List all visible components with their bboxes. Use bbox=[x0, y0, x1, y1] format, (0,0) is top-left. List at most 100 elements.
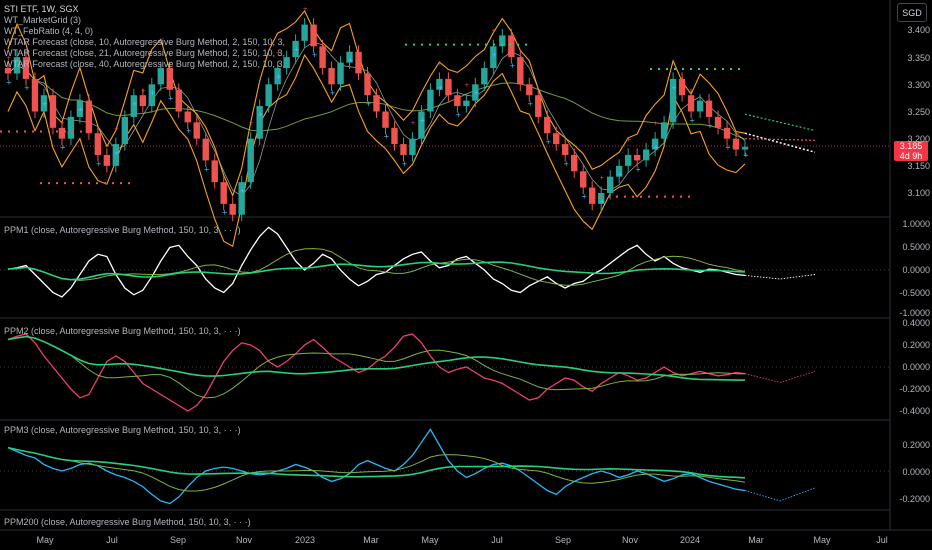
ppm2-axis-label: -0.4000 bbox=[899, 406, 930, 416]
ppm2-axis-label: 0.4000 bbox=[902, 318, 930, 328]
candle-body bbox=[633, 154, 641, 161]
candle-body bbox=[669, 78, 677, 123]
ppm1-label[interactable]: PPM1 (close, Autoregressive Burg Method,… bbox=[4, 225, 241, 235]
candle-body bbox=[319, 46, 326, 69]
candle-body bbox=[615, 165, 623, 177]
price-axis-label: 3.250 bbox=[907, 107, 930, 117]
grid-marker: + bbox=[419, 116, 425, 124]
level-dot bbox=[632, 195, 634, 198]
level-dot bbox=[730, 68, 732, 71]
time-axis-label: May bbox=[36, 535, 54, 545]
candle-body bbox=[31, 78, 39, 112]
candle-body bbox=[597, 193, 605, 204]
candle-body bbox=[454, 95, 461, 107]
candle-body bbox=[606, 176, 614, 193]
level-dot bbox=[698, 68, 700, 71]
ppm200-label[interactable]: PPM200 (close, Autoregressive Burg Metho… bbox=[4, 517, 251, 527]
ppm2-signal-line bbox=[7, 336, 746, 399]
level-dot bbox=[501, 43, 503, 46]
level-dot bbox=[40, 182, 42, 185]
candle-body bbox=[22, 57, 30, 79]
candle-body bbox=[490, 46, 497, 69]
level-dot bbox=[96, 182, 98, 185]
grid-marker: + bbox=[78, 106, 84, 114]
level-dot bbox=[120, 182, 122, 185]
time-axis-label: 2023 bbox=[294, 535, 316, 545]
candle-body bbox=[373, 95, 380, 112]
grid-marker: + bbox=[204, 165, 210, 173]
ppm1-forecast bbox=[744, 274, 816, 280]
grid-marker: + bbox=[437, 60, 442, 67]
bar-countdown: 4d 9h bbox=[899, 151, 923, 161]
grid-marker: + bbox=[509, 62, 515, 70]
level-dot bbox=[600, 195, 602, 198]
grid-marker: + bbox=[303, 6, 308, 13]
level-dot bbox=[421, 43, 423, 46]
currency-button[interactable]: SGD bbox=[897, 3, 927, 22]
grid-marker: + bbox=[617, 171, 623, 179]
grid-marker: + bbox=[168, 95, 174, 103]
grid-marker: + bbox=[87, 115, 92, 122]
grid-marker: + bbox=[195, 120, 200, 127]
candle-body bbox=[76, 100, 84, 117]
level-dot bbox=[24, 130, 26, 133]
level-dot bbox=[72, 182, 74, 185]
candle-body bbox=[472, 84, 479, 101]
grid-marker: + bbox=[383, 133, 389, 141]
ppm1-axis-label: 0.0000 bbox=[902, 265, 930, 275]
ppm3-label[interactable]: PPM3 (close, Autoregressive Burg Method,… bbox=[4, 425, 241, 435]
grid-marker: + bbox=[518, 66, 523, 73]
grid-marker: + bbox=[437, 84, 443, 92]
indicator-wtar-10[interactable]: WTAR Forecast (close, 10, Autoregressive… bbox=[4, 37, 285, 47]
time-axis-label: May bbox=[813, 535, 831, 545]
level-dot bbox=[32, 130, 34, 133]
grid-marker: + bbox=[6, 55, 11, 62]
main-legend: STI ETF, 1W, SGX WT_MarketGrid (3) WT_Fe… bbox=[4, 4, 285, 70]
candle-body bbox=[220, 182, 227, 204]
ppm3-forecast bbox=[744, 487, 816, 502]
level-dot bbox=[445, 43, 447, 46]
grid-marker: + bbox=[599, 198, 605, 206]
ppm3-axis-label: 0.0000 bbox=[902, 467, 930, 477]
candle-body bbox=[499, 35, 506, 47]
candle-body bbox=[526, 84, 533, 96]
level-dot bbox=[664, 195, 666, 198]
time-axis-label: May bbox=[421, 535, 439, 545]
indicator-wtar-40[interactable]: WTAR Forecast (close, 40, Autoregressive… bbox=[4, 59, 285, 69]
grid-marker: + bbox=[330, 89, 336, 97]
grid-marker: + bbox=[563, 160, 569, 168]
candle-body bbox=[508, 35, 515, 58]
candle-body bbox=[355, 51, 362, 74]
candle-body bbox=[94, 133, 102, 155]
grid-marker: + bbox=[186, 127, 192, 135]
time-axis-label: Jul bbox=[106, 535, 118, 545]
level-dot bbox=[80, 182, 82, 185]
candle-body bbox=[562, 144, 569, 155]
level-dot bbox=[690, 68, 692, 71]
grid-marker: + bbox=[527, 100, 533, 108]
level-dot bbox=[56, 130, 58, 133]
candle-body bbox=[265, 84, 272, 107]
grid-marker: + bbox=[635, 165, 641, 173]
level-dot bbox=[682, 68, 684, 71]
indicator-marketgrid[interactable]: WT_MarketGrid (3) bbox=[4, 15, 82, 25]
ppm3-line bbox=[7, 428, 746, 505]
level-dot bbox=[674, 68, 676, 71]
grid-marker: + bbox=[734, 131, 739, 138]
indicator-febratio[interactable]: WT_FebRatio (4, 4, 0) bbox=[4, 26, 94, 36]
grid-marker: + bbox=[491, 28, 496, 35]
ppm2-label[interactable]: PPM2 (close, Autoregressive Burg Method,… bbox=[4, 326, 241, 336]
indicator-wtar-21[interactable]: WTAR Forecast (close, 21, Autoregressive… bbox=[4, 48, 285, 58]
candle-body bbox=[58, 127, 66, 139]
grid-marker: + bbox=[6, 78, 12, 86]
price-axis-label: 3.100 bbox=[907, 188, 930, 198]
candle-body bbox=[517, 57, 524, 85]
level-dot bbox=[477, 43, 479, 46]
level-dot bbox=[608, 195, 610, 198]
candle-body bbox=[571, 154, 578, 172]
ppm1-line bbox=[7, 226, 746, 298]
grid-marker: + bbox=[707, 122, 713, 130]
candle-body bbox=[247, 138, 254, 183]
grid-marker: + bbox=[330, 66, 335, 73]
